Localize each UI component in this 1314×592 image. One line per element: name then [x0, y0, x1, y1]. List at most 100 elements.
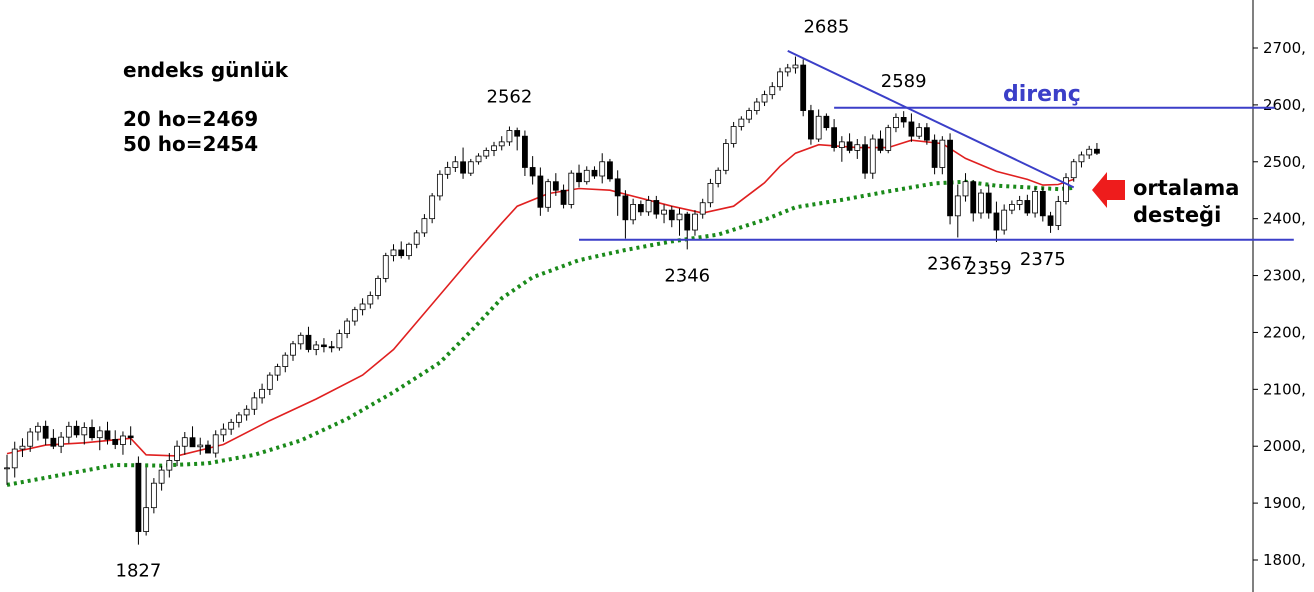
candle-body	[413, 232, 420, 245]
candle	[978, 189, 984, 219]
candle	[467, 158, 474, 176]
candle-body	[89, 427, 95, 439]
candle	[1024, 194, 1031, 216]
candles	[4, 56, 1100, 545]
candle	[491, 141, 497, 157]
candle	[939, 136, 946, 175]
candle-body	[235, 414, 242, 423]
candle-body	[1032, 190, 1038, 214]
candle-body	[181, 437, 188, 447]
candle-body	[730, 126, 737, 144]
candle-body	[197, 444, 204, 448]
candle	[444, 161, 451, 179]
candle-body	[970, 181, 977, 214]
candle	[869, 134, 876, 179]
candle	[375, 275, 381, 300]
candle	[336, 329, 343, 351]
candle-body	[560, 189, 567, 205]
candle	[815, 109, 822, 142]
candle-body	[406, 243, 412, 257]
candle-body	[1055, 201, 1062, 226]
candle-body	[112, 438, 119, 445]
candle-body	[653, 200, 660, 215]
candle-body	[42, 425, 49, 439]
tick-label: 2200,	[1263, 323, 1306, 341]
candle	[174, 440, 180, 467]
peak-label: 2367	[927, 253, 973, 274]
candle	[328, 340, 335, 353]
candle-body	[274, 366, 281, 376]
candle-body	[978, 192, 984, 214]
candle	[120, 431, 126, 455]
peak-label: 2562	[487, 87, 533, 108]
candle-body	[838, 141, 845, 148]
candle	[89, 419, 95, 441]
candle-body	[174, 445, 180, 461]
candle-body	[398, 249, 405, 257]
candle-body	[522, 135, 528, 168]
candle-body	[1024, 200, 1031, 214]
candle	[1094, 143, 1100, 155]
tick-label: 1800,	[1263, 551, 1306, 569]
tick-label: 2000,	[1263, 437, 1306, 455]
candle	[831, 119, 838, 152]
candle-body	[104, 430, 111, 440]
candle-body	[568, 172, 575, 205]
trend-line	[787, 49, 1075, 189]
tick-label: 2300,	[1263, 267, 1306, 285]
candle	[205, 440, 211, 454]
candle	[877, 130, 884, 154]
candle	[158, 466, 165, 491]
candle	[838, 136, 845, 162]
candle-body	[498, 141, 505, 147]
candle	[344, 318, 351, 339]
candle-body	[707, 182, 714, 204]
tick-label: 2700,	[1263, 39, 1306, 57]
candle	[583, 166, 590, 185]
candle	[560, 184, 567, 209]
candle	[11, 441, 18, 478]
y-axis: 1800, 1900, 2000, 2100, 2200, 2300, 2400, 2500,…	[1252, 0, 1306, 592]
candle	[73, 420, 80, 438]
candle	[993, 201, 1000, 242]
candle	[406, 242, 412, 260]
candle	[65, 421, 72, 444]
candle-body	[815, 115, 822, 140]
candle	[730, 121, 737, 148]
candle	[668, 206, 675, 228]
candle	[1001, 204, 1008, 235]
arrow-label-line2: desteği	[1133, 203, 1221, 227]
candle-body	[266, 374, 273, 390]
candle-body	[321, 344, 327, 348]
candle	[436, 170, 443, 201]
candle-body	[452, 161, 459, 168]
candle-body	[158, 469, 165, 484]
candle	[614, 170, 621, 216]
candle	[1009, 200, 1015, 215]
candle-body	[684, 213, 691, 231]
candle	[645, 195, 652, 216]
candle	[637, 200, 644, 216]
candle-body	[220, 428, 227, 436]
candle-body	[939, 139, 946, 168]
candle-body	[297, 334, 304, 345]
candle-body	[313, 344, 320, 350]
candle-body	[344, 320, 351, 334]
candle	[653, 195, 660, 219]
title-line: endeks günlük	[123, 58, 289, 82]
title-block: endeks günlük 20 ho=2469 50 ho=2454	[123, 58, 289, 156]
candle	[947, 133, 953, 225]
candle	[19, 438, 26, 458]
candle	[808, 104, 814, 145]
candle	[707, 178, 714, 208]
candle-body	[954, 195, 961, 217]
candle-body	[58, 436, 65, 447]
candle-body	[73, 425, 80, 436]
tick-label: 2400,	[1263, 210, 1306, 228]
candle-body	[328, 346, 335, 349]
candle	[351, 306, 358, 326]
candle	[452, 156, 459, 173]
candle	[266, 372, 273, 396]
peak-label: 2346	[664, 265, 710, 286]
candle-body	[545, 181, 551, 208]
